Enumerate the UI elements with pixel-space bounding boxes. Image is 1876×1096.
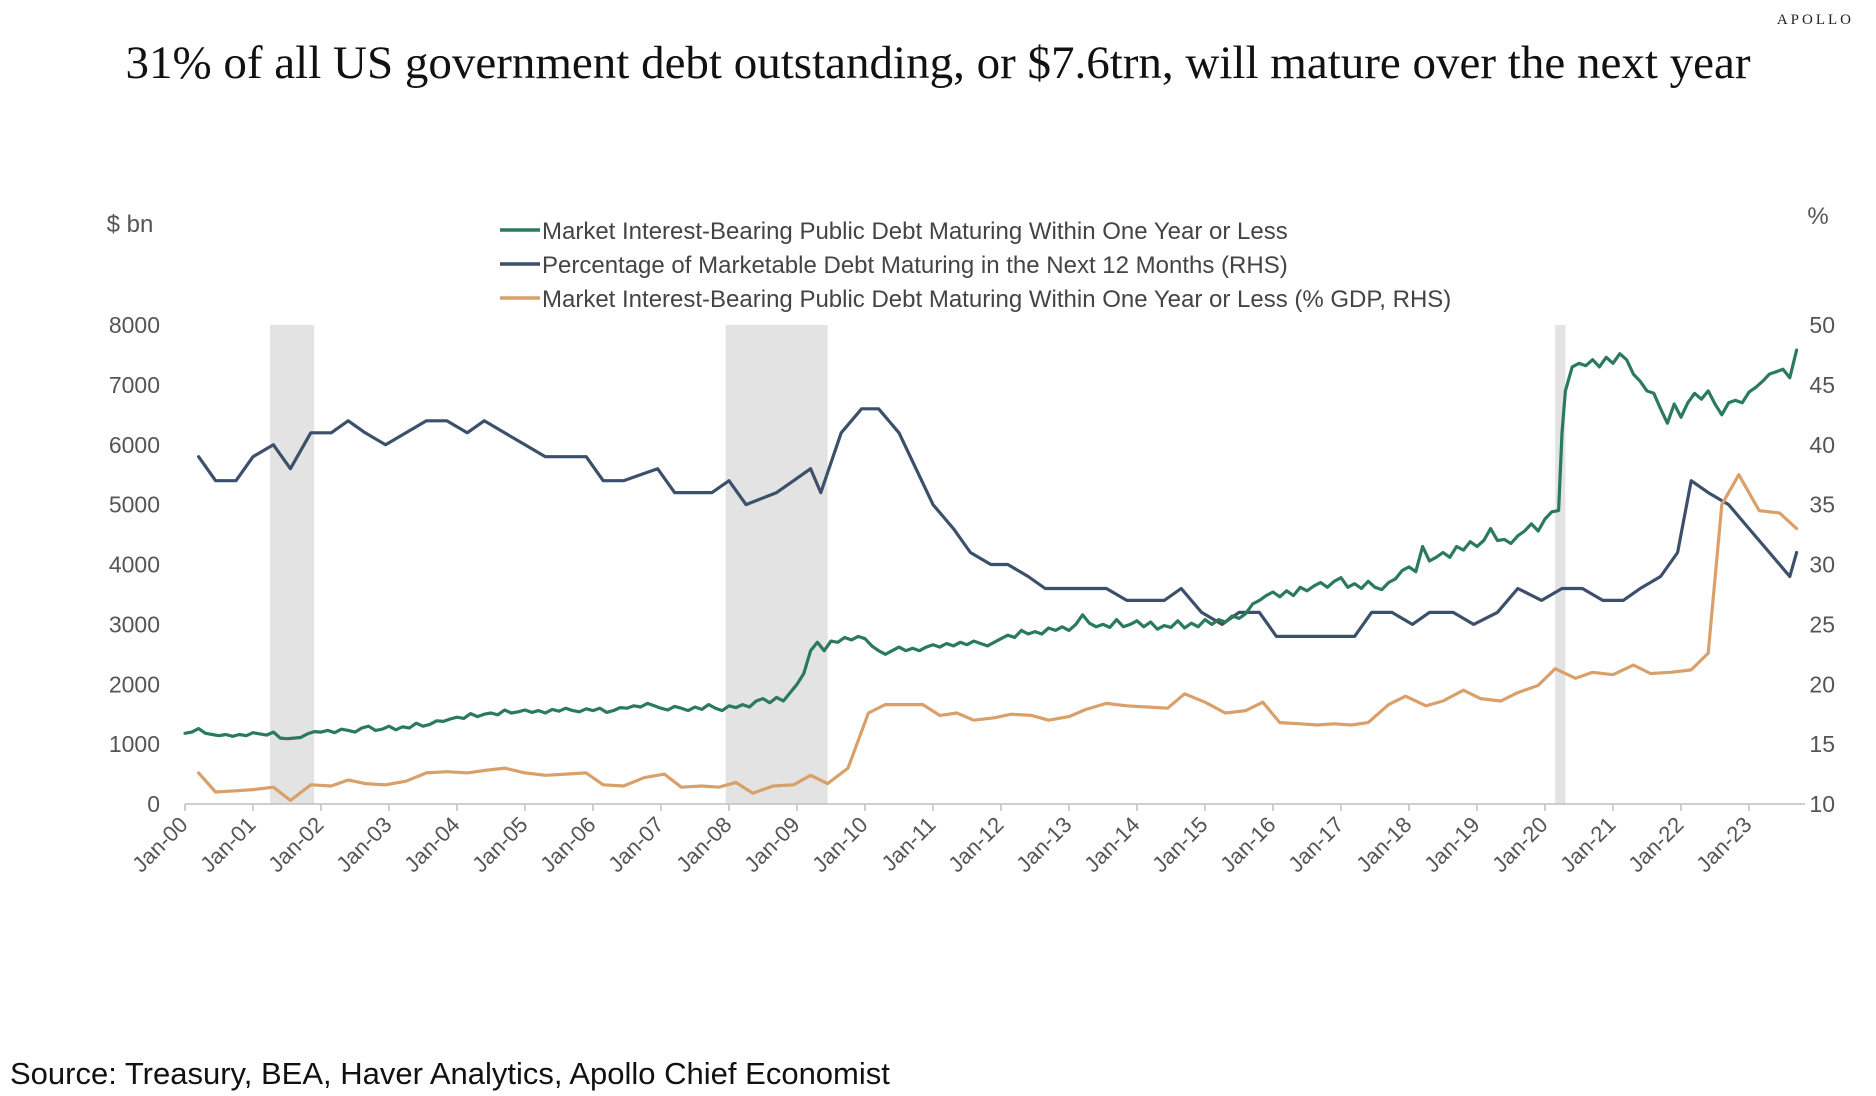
x-tick-label: Jan-06 xyxy=(535,812,600,877)
brand-logo: APOLLO xyxy=(1776,12,1854,28)
x-tick-label: Jan-15 xyxy=(1147,812,1212,877)
left-tick-label: 1000 xyxy=(109,731,160,757)
recession-band-2 xyxy=(725,325,828,804)
right-tick-label: 35 xyxy=(1809,492,1835,518)
line-pct-gdp xyxy=(197,473,1799,802)
series-lines xyxy=(183,348,1799,802)
recession-band-1 xyxy=(270,325,315,804)
x-tick-label: Jan-01 xyxy=(195,812,260,877)
chart-title: 31% of all US government debt outstandin… xyxy=(125,37,1751,89)
legend-label-maturing-debt: Market Interest-Bearing Public Debt Matu… xyxy=(542,218,1288,245)
x-tick-label: Jan-00 xyxy=(127,812,192,877)
right-tick-label: 30 xyxy=(1809,552,1835,578)
right-tick-label: 45 xyxy=(1809,372,1835,398)
x-tick-label: Jan-13 xyxy=(1011,812,1076,877)
x-tick-label: Jan-16 xyxy=(1215,812,1280,877)
right-tick-label: 50 xyxy=(1809,312,1835,338)
legend: Market Interest-Bearing Public Debt Matu… xyxy=(500,218,1451,313)
right-axis-unit: % xyxy=(1807,203,1828,230)
left-tick-label: 3000 xyxy=(109,611,160,637)
left-tick-label: 8000 xyxy=(109,312,160,338)
x-tick-label: Jan-21 xyxy=(1555,812,1620,877)
x-tick-label: Jan-11 xyxy=(876,812,940,876)
left-tick-label: 2000 xyxy=(109,671,160,697)
x-tick-label: Jan-07 xyxy=(603,812,668,877)
left-tick-label: 5000 xyxy=(109,492,160,518)
x-tick-label: Jan-05 xyxy=(467,812,532,877)
right-tick-label: 15 xyxy=(1809,731,1835,757)
x-tick-label: Jan-04 xyxy=(399,812,464,877)
right-tick-label: 10 xyxy=(1809,791,1835,817)
right-tick-label: 20 xyxy=(1809,671,1835,697)
x-tick-label: Jan-08 xyxy=(671,812,736,877)
recession-bands xyxy=(270,325,1566,804)
x-tick-label: Jan-09 xyxy=(739,812,804,877)
x-tick-label: Jan-17 xyxy=(1283,812,1348,877)
x-tick-label: Jan-20 xyxy=(1487,812,1552,877)
x-tick-label: Jan-14 xyxy=(1079,812,1144,877)
tick-labels: 0 1000 2000 3000 4000 5000 6000 7000 8000 10 15 20 2… xyxy=(109,312,1835,877)
legend-label-pct-marketable: Percentage of Marketable Debt Maturing i… xyxy=(542,252,1288,279)
source-note: Source: Treasury, BEA, Haver Analytics, … xyxy=(10,1056,890,1091)
axes: $ bn % xyxy=(107,203,1829,805)
recession-band-3 xyxy=(1555,325,1566,804)
left-tick-label: 0 xyxy=(147,791,160,817)
line-pct-marketable xyxy=(197,407,1799,638)
left-tick-label: 6000 xyxy=(109,432,160,458)
x-tick-label: Jan-12 xyxy=(943,812,1008,877)
left-tick-label: 4000 xyxy=(109,552,160,578)
x-tick-label: Jan-19 xyxy=(1419,812,1484,877)
x-tick-label: Jan-18 xyxy=(1351,812,1416,877)
x-tick-label: Jan-23 xyxy=(1691,812,1756,877)
x-tick-label: Jan-02 xyxy=(263,812,328,877)
legend-label-pct-gdp: Market Interest-Bearing Public Debt Matu… xyxy=(542,286,1451,313)
x-tick-label: Jan-22 xyxy=(1623,812,1688,877)
x-tick-label: Jan-10 xyxy=(807,812,872,877)
right-tick-label: 40 xyxy=(1809,432,1835,458)
left-tick-label: 7000 xyxy=(109,372,160,398)
chart: $ bn % Market Interest-Bearing Public De… xyxy=(107,203,1835,877)
line-maturing-debt xyxy=(183,348,1799,741)
left-axis-unit: $ bn xyxy=(107,211,154,238)
right-tick-label: 25 xyxy=(1809,611,1835,637)
x-tick-label: Jan-03 xyxy=(331,812,396,877)
